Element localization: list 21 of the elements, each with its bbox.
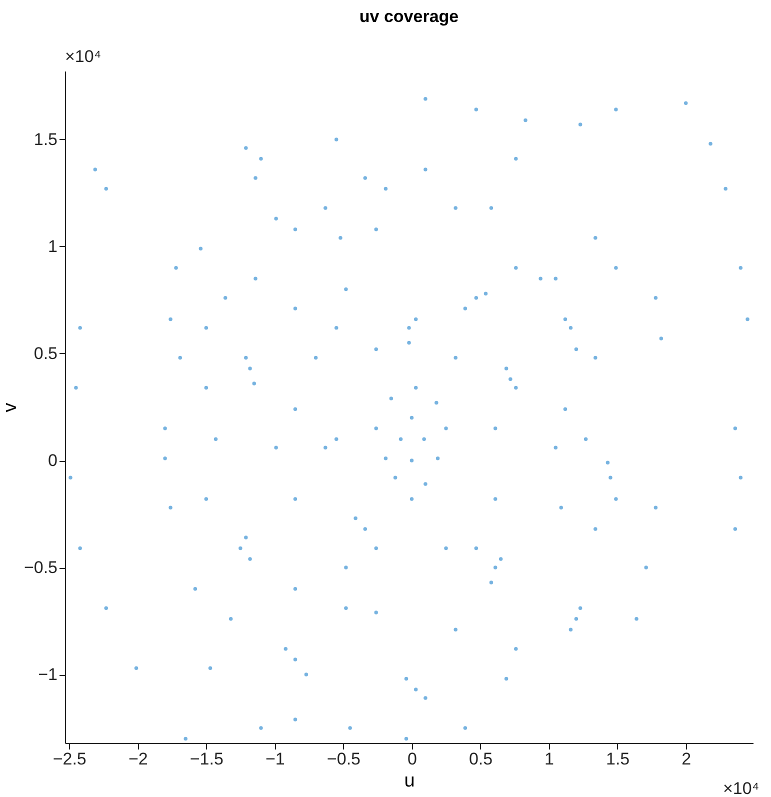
text: ×10⁴ (723, 779, 760, 797)
x-tick-label: 2 (682, 750, 692, 768)
x-axis-title: u (404, 770, 415, 792)
y-tick-label: 1.5 (34, 130, 58, 149)
text: ×10⁴ (65, 47, 102, 66)
y-axis-title: v (0, 402, 21, 412)
x-tick-label: −1.5 (190, 750, 224, 768)
y-tick-label: 1 (48, 236, 58, 256)
x-tick-label: 1 (544, 750, 554, 768)
y-tick-label: 0.5 (34, 344, 58, 363)
x-tick-label: −1 (265, 750, 285, 768)
x-tick-label: −2.5 (52, 750, 86, 768)
chart-title: uv coverage (359, 7, 459, 26)
y-tick-label: −1 (38, 665, 58, 684)
y-tick-label: 0 (48, 451, 58, 470)
x-tick-label: −0.5 (326, 750, 360, 768)
x-tick-label: 0.5 (468, 750, 493, 768)
y-tick-label: −0.5 (24, 558, 58, 578)
x-tick-label: −2 (128, 750, 148, 768)
x-tick-label: 1.5 (606, 750, 630, 768)
x-tick-label: 0 (408, 750, 417, 768)
